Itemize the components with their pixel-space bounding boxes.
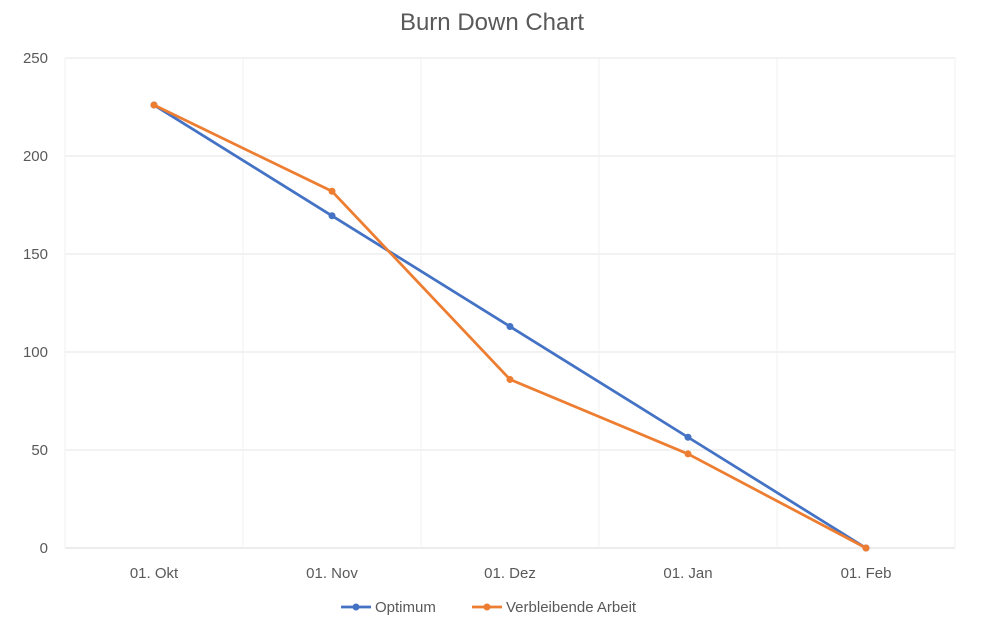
legend-label: Optimum xyxy=(375,599,436,616)
x-tick-label: 01. Okt xyxy=(130,565,179,582)
data-point xyxy=(684,433,692,441)
y-tick-label: 200 xyxy=(23,148,48,165)
series-verbleibende-arbeit xyxy=(150,101,870,552)
x-tick-label: 01. Dez xyxy=(484,565,536,582)
data-point xyxy=(328,187,336,195)
x-tick-label: 01. Feb xyxy=(841,565,892,582)
y-axis-ticks: 0 50 100 150 200 250 xyxy=(23,50,48,557)
data-point xyxy=(150,101,158,109)
y-tick-label: 50 xyxy=(31,442,48,459)
y-tick-label: 150 xyxy=(23,246,48,263)
x-axis-ticks: 01. Okt 01. Nov 01. Dez 01. Jan 01. Feb xyxy=(130,565,892,582)
y-tick-label: 100 xyxy=(23,344,48,361)
legend-marker xyxy=(483,603,491,611)
series-lines xyxy=(150,101,870,552)
chart-title: Burn Down Chart xyxy=(400,9,584,36)
data-point xyxy=(506,375,514,383)
series-optimum xyxy=(150,101,870,552)
data-point xyxy=(328,212,336,220)
x-tick-label: 01. Nov xyxy=(306,565,358,582)
grid-lines xyxy=(64,57,956,549)
data-point xyxy=(862,544,870,552)
y-tick-label: 0 xyxy=(40,540,48,557)
y-tick-label: 250 xyxy=(23,50,48,67)
data-point xyxy=(506,323,514,331)
data-point xyxy=(684,450,692,458)
x-tick-label: 01. Jan xyxy=(663,565,712,582)
legend-label: Verbleibende Arbeit xyxy=(506,599,637,616)
legend: Optimum Verbleibende Arbeit xyxy=(341,599,637,616)
legend-item: Verbleibende Arbeit xyxy=(472,599,637,616)
legend-item: Optimum xyxy=(341,599,436,616)
legend-marker xyxy=(352,603,360,611)
